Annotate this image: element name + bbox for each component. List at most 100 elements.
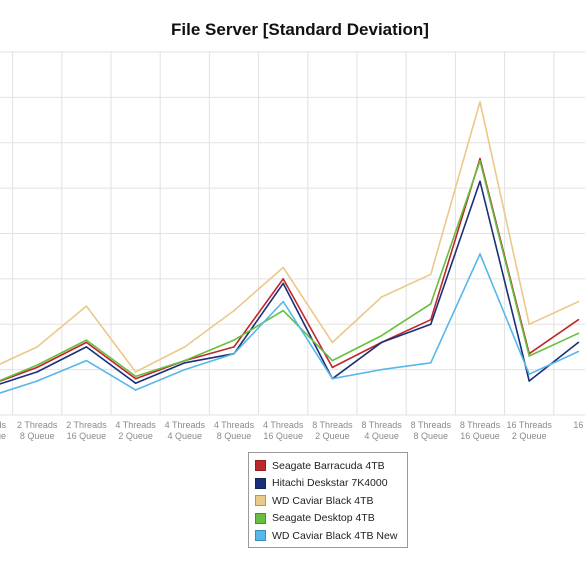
data-point [479,253,481,255]
legend-swatch [255,512,266,524]
chart-title: File Server [Standard Deviation] [171,20,429,39]
legend-label: Seagate Barracuda 4TB [272,459,385,472]
data-point [331,366,334,369]
data-point [36,380,38,382]
legend-label: Seagate Desktop 4TB [272,512,375,525]
legend-item: WD Caviar Black 4TB [255,492,401,510]
data-point [85,359,88,362]
data-point [282,309,285,312]
data-point [577,332,580,335]
data-point [134,389,137,391]
data-point [430,303,432,305]
data-point [36,371,38,373]
data-point [331,377,334,380]
x-tick-label: 8 Queue [414,431,449,441]
legend-swatch [255,530,266,542]
data-point [331,359,334,362]
data-point [184,346,186,348]
x-tick-label: 4 Queue [168,431,203,441]
legend-label: Hitachi Deskstar 7K4000 [272,477,388,490]
x-tick-label: 16 Queue [263,431,303,441]
x-tick-label: 2 Queue [315,431,350,441]
data-point [233,352,235,355]
legend-item: Seagate Desktop 4TB [255,510,401,528]
data-point [85,341,88,344]
data-point [430,273,432,276]
data-point [577,300,580,303]
x-tick-label: 2 Threads [17,420,58,430]
data-point [85,346,88,348]
x-tick-label: 8 Threads [312,420,353,430]
data-point [479,101,481,103]
x-tick-label: 8 Threads [411,420,452,430]
x-tick-label: 4 Queue [364,431,399,441]
legend-swatch [255,460,266,472]
data-point [479,160,481,162]
data-point [380,296,383,298]
data-point [430,318,432,321]
x-tick-label: 4 Threads [263,420,304,430]
data-point [282,282,285,285]
data-point [282,266,285,269]
data-point [85,339,88,341]
data-point [380,334,383,337]
series-line-0 [0,157,579,382]
data-point [577,341,580,344]
legend-item: WD Caviar Black 4TB New [255,527,401,545]
x-tick-label: 2 Queue [118,431,153,441]
data-point [184,362,186,364]
x-tick-label: Threads [0,420,6,430]
data-point [233,346,235,348]
x-tick-label: 2 Queue [512,431,547,441]
data-point [134,371,137,373]
data-point [380,341,383,344]
data-point [36,366,38,369]
legend-item: Hitachi Deskstar 7K4000 [255,475,401,493]
legend-swatch [255,477,266,489]
data-point [184,359,186,362]
data-point [134,382,137,385]
data-point [528,380,530,382]
x-tick-label: 8 Threads [361,420,402,430]
x-tick-label: 8 Queue [217,431,252,441]
data-point [528,373,530,375]
x-tick-label: 4 Threads [165,420,206,430]
legend-swatch [255,495,266,507]
x-tick-label: 2 Threads [66,420,107,430]
data-point [233,339,235,341]
x-tick-label: 16 Threads [507,420,553,430]
data-point [577,350,580,353]
data-point [36,346,38,348]
x-tick-label: 8 Threads [460,420,501,430]
legend-items: Seagate Barracuda 4TB Hitachi Deskstar 7K… [255,457,401,545]
data-point [528,355,530,357]
legend: Seagate Barracuda 4TB Hitachi Deskstar 7K… [248,452,408,548]
data-point [479,180,481,183]
x-tick-label: 16 [573,420,583,430]
data-point [479,157,481,160]
data-point [282,278,285,280]
data-point [134,377,137,380]
data-point [184,368,186,371]
data-point [528,323,530,326]
x-tick-label: 8 Queue [20,431,55,441]
series-line-3 [0,160,579,382]
x-tick-label: Queue [0,431,6,441]
data-point [430,323,432,326]
x-tick-label: 16 Queue [67,431,107,441]
x-tick-label: 4 Threads [115,420,156,430]
legend-label: WD Caviar Black 4TB [272,494,374,507]
data-point [331,341,334,344]
x-tick-label: 4 Threads [214,420,255,430]
data-point [282,300,285,303]
legend-label: WD Caviar Black 4TB New [272,529,398,542]
x-tick-label: 16 Queue [460,431,500,441]
data-point [134,375,137,378]
legend-item: Seagate Barracuda 4TB [255,457,401,475]
series-layer [0,101,580,394]
data-point [430,362,432,364]
data-point [233,309,235,312]
data-point [577,318,580,321]
